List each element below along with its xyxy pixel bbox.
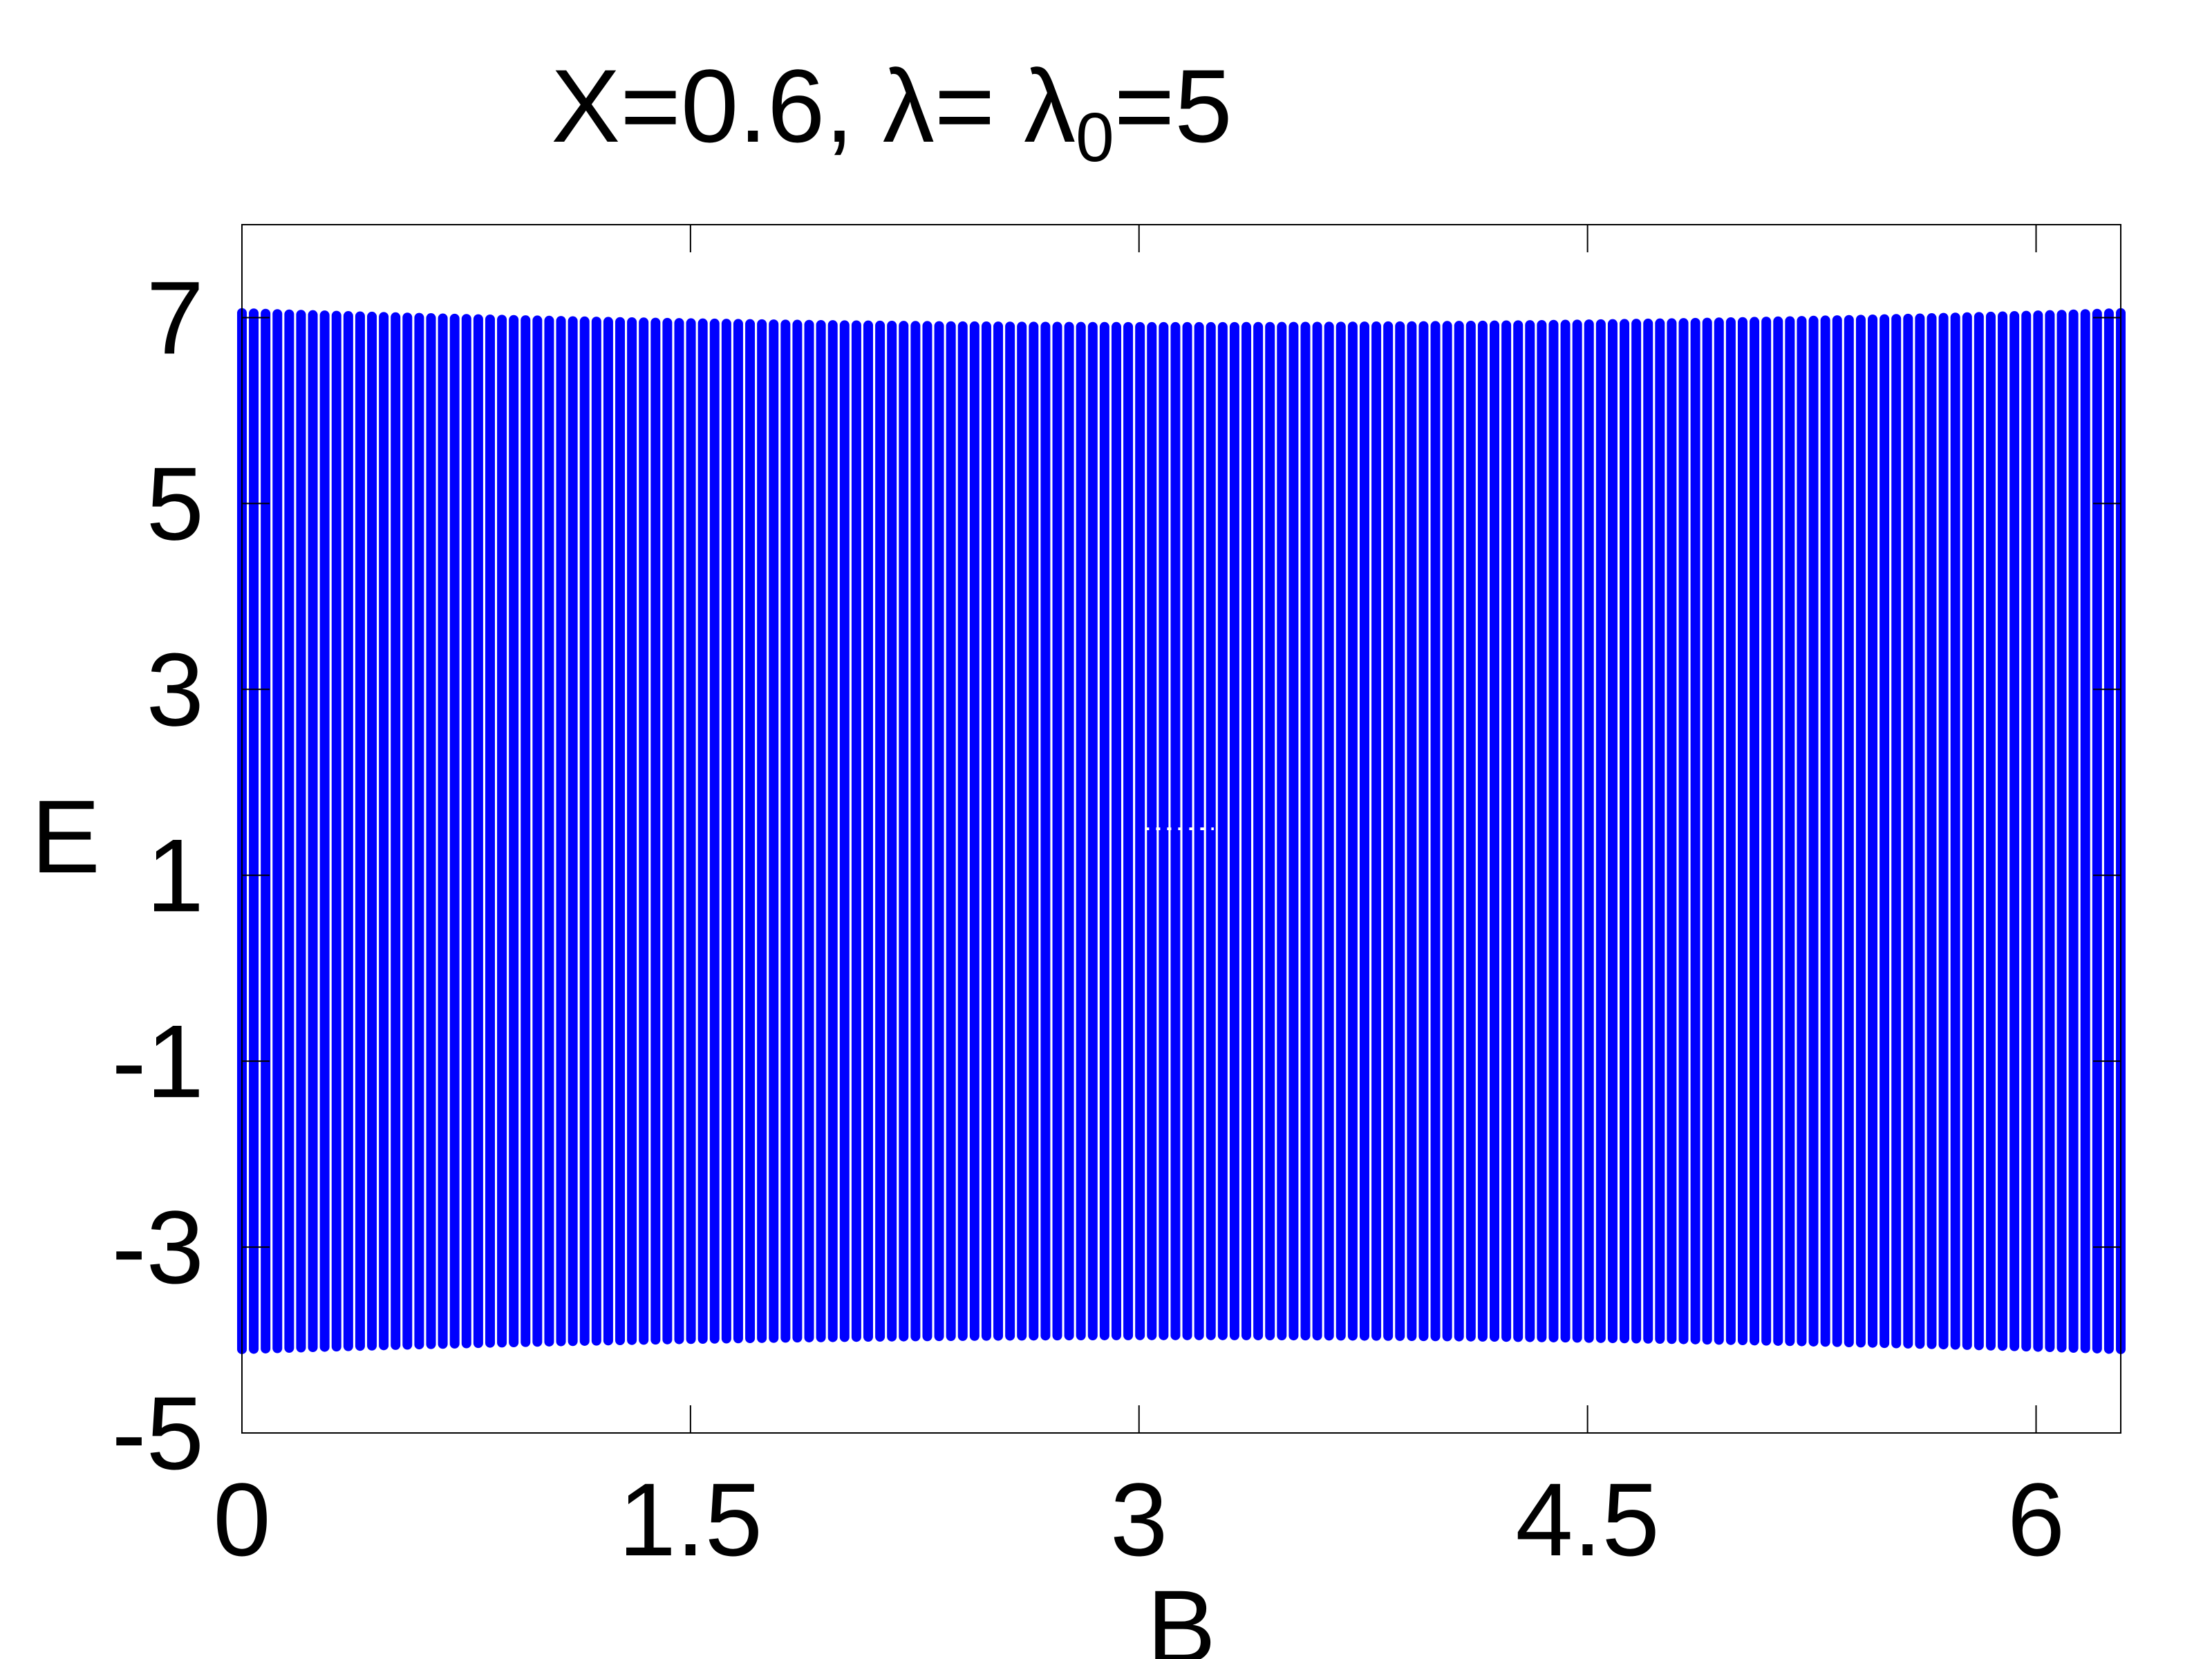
x-tick-label: 6 bbox=[2007, 1461, 2065, 1577]
x-tick-label: 0 bbox=[213, 1461, 270, 1577]
y-tick-label: 5 bbox=[147, 445, 204, 561]
chart-title-main: X=0.6, λ= λ bbox=[551, 48, 1076, 164]
chart-title-suffix: =5 bbox=[1114, 48, 1232, 164]
plot-frame bbox=[241, 224, 2121, 1434]
chart-title-subscript: 0 bbox=[1076, 99, 1114, 176]
x-tick-label: 1.5 bbox=[619, 1461, 763, 1577]
x-tick-label: 4.5 bbox=[1515, 1461, 1660, 1577]
x-axis-label: B bbox=[1147, 1568, 1216, 1659]
axis-ticks: 0 1.5 3 4.5 6 -5 -3 -1 1 3 5 7 bbox=[112, 225, 2121, 1577]
y-tick-label: 3 bbox=[147, 631, 204, 747]
y-tick-label: -1 bbox=[112, 1003, 204, 1119]
svg-text:X=0.6, λ= λ0=5: X=0.6, λ= λ0=5 bbox=[551, 48, 1232, 176]
x-tick-label: 3 bbox=[1110, 1461, 1168, 1577]
y-tick-label: 7 bbox=[147, 259, 204, 375]
y-tick-label: 1 bbox=[147, 817, 204, 933]
y-tick-label: -5 bbox=[112, 1375, 204, 1491]
plot-data bbox=[237, 308, 2126, 1354]
y-tick-label: -3 bbox=[112, 1189, 204, 1305]
chart-title: X=0.6, λ= λ0=5 bbox=[551, 48, 1232, 176]
y-axis-label: E bbox=[31, 778, 100, 894]
